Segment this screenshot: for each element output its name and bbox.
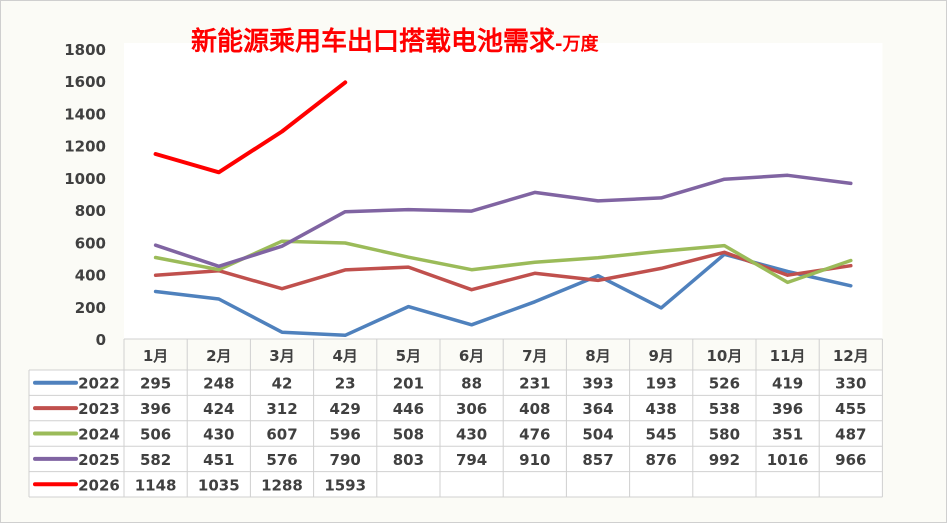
- data-cell-2024: 430: [456, 426, 487, 444]
- data-cell-2023: 438: [646, 400, 677, 418]
- series-name-2023: 2023: [78, 400, 120, 418]
- series-name-2026: 2026: [78, 476, 120, 494]
- series-name-2025: 2025: [78, 451, 120, 469]
- y-tick-label: 1200: [64, 138, 106, 156]
- x-category-label: 8月: [585, 347, 610, 365]
- data-cell-2023: 396: [772, 400, 803, 418]
- plot-area: [124, 43, 883, 339]
- series-line-2024: [153, 239, 853, 285]
- data-cell-2025: 876: [646, 451, 677, 469]
- x-category-label: 3月: [269, 347, 294, 365]
- data-cell-2024: 607: [266, 426, 297, 444]
- data-cell-2022: 23: [335, 375, 356, 393]
- x-category-label: 11月: [770, 347, 806, 365]
- data-cell-2024: 476: [519, 426, 550, 444]
- y-tick-label: 1000: [64, 170, 106, 188]
- x-category-label: 7月: [522, 347, 547, 365]
- data-cell-2023: 396: [140, 400, 171, 418]
- data-cell-2022: 419: [772, 375, 803, 393]
- data-cell-2024: 508: [393, 426, 424, 444]
- y-tick-label: 1800: [64, 41, 106, 59]
- data-cell-2022: 526: [709, 375, 740, 393]
- data-cell-2026: 1593: [324, 476, 366, 494]
- data-cell-2024: 430: [203, 426, 234, 444]
- data-cell-2026: 1035: [198, 476, 240, 494]
- data-cell-2023: 429: [330, 400, 361, 418]
- data-cell-2024: 596: [330, 426, 361, 444]
- data-cell-2025: 910: [519, 451, 550, 469]
- data-cell-2026: 1288: [261, 476, 303, 494]
- x-category-label: 12月: [833, 347, 869, 365]
- x-category-label: 4月: [332, 347, 357, 365]
- data-cell-2022: 231: [519, 375, 550, 393]
- chart-title-block: 新能源乘用车出口搭载电池需求-万度: [191, 21, 599, 58]
- data-cell-2025: 857: [582, 451, 613, 469]
- y-tick-label: 600: [75, 234, 106, 252]
- data-cell-2024: 487: [835, 426, 866, 444]
- data-cell-2024: 506: [140, 426, 171, 444]
- data-cell-2022: 393: [582, 375, 613, 393]
- data-cell-2025: 794: [456, 451, 487, 469]
- series-line-2023: [153, 250, 853, 292]
- data-cell-2026: 1148: [135, 476, 177, 494]
- data-cell-2024: 580: [709, 426, 740, 444]
- x-category-label: 9月: [648, 347, 673, 365]
- data-cell-2024: 545: [646, 426, 677, 444]
- data-cell-2023: 312: [266, 400, 297, 418]
- data-cell-2022: 248: [203, 375, 234, 393]
- data-cell-2023: 306: [456, 400, 487, 418]
- y-tick-label: 1400: [64, 105, 106, 123]
- data-cell-2023: 408: [519, 400, 550, 418]
- data-cell-2022: 330: [835, 375, 866, 393]
- y-tick-label: 800: [75, 202, 106, 220]
- data-cell-2023: 538: [709, 400, 740, 418]
- x-category-label: 10月: [706, 347, 742, 365]
- data-cell-2025: 992: [709, 451, 740, 469]
- data-cell-2023: 446: [393, 400, 424, 418]
- series-name-2022: 2022: [78, 375, 120, 393]
- data-cell-2025: 451: [203, 451, 234, 469]
- y-tick-label: 200: [75, 299, 106, 317]
- data-cell-2025: 790: [330, 451, 361, 469]
- x-category-label: 2月: [206, 347, 231, 365]
- data-cell-2022: 201: [393, 375, 424, 393]
- x-category-label: 5月: [396, 347, 421, 365]
- data-cell-2023: 455: [835, 400, 866, 418]
- data-cell-2025: 966: [835, 451, 866, 469]
- series-line-2026: [153, 80, 348, 175]
- chart-title-unit: -万度: [555, 34, 599, 55]
- data-cell-2024: 351: [772, 426, 803, 444]
- data-cell-2025: 582: [140, 451, 171, 469]
- data-cell-2022: 88: [461, 375, 482, 393]
- data-cell-2024: 504: [582, 426, 613, 444]
- data-cell-2022: 295: [140, 375, 171, 393]
- data-cell-2025: 576: [266, 451, 297, 469]
- data-cell-2025: 803: [393, 451, 424, 469]
- data-table-body: [29, 370, 883, 497]
- data-cell-2023: 364: [582, 400, 613, 418]
- data-cell-2022: 193: [646, 375, 677, 393]
- series-name-2024: 2024: [78, 426, 120, 444]
- chart-title: 新能源乘用车出口搭载电池需求: [191, 27, 556, 57]
- y-tick-label: 0: [96, 331, 106, 349]
- x-category-label: 6月: [459, 347, 484, 365]
- series-line-2025: [153, 173, 853, 269]
- y-tick-label: 400: [75, 267, 106, 285]
- data-cell-2023: 424: [203, 400, 234, 418]
- data-cell-2025: 1016: [767, 451, 809, 469]
- y-tick-label: 1600: [64, 73, 106, 91]
- x-category-label: 1月: [143, 347, 168, 365]
- data-cell-2022: 42: [272, 375, 293, 393]
